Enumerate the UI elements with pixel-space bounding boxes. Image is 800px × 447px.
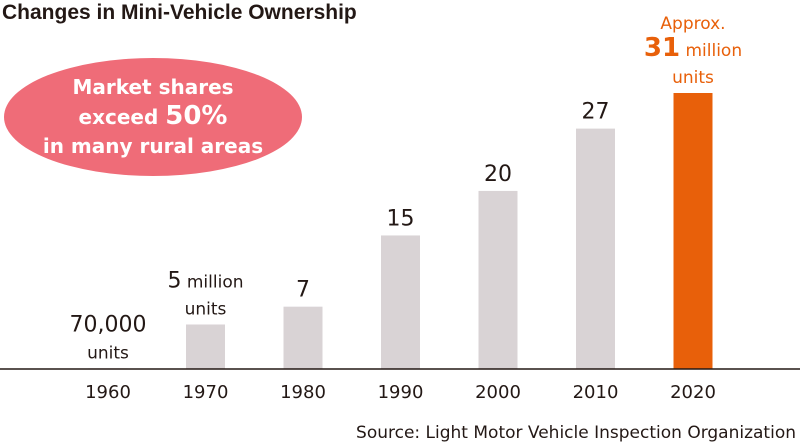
market-share-callout: Market shares exceed 50% in many rural a…	[4, 58, 302, 176]
data-label-1980-line-1: 7	[296, 278, 310, 303]
callout-line-2: exceed 50%	[79, 102, 228, 132]
data-label-1960-line-2: units	[87, 343, 129, 363]
bar-1970	[186, 324, 225, 369]
source-note: Source: Light Motor Vehicle Inspection O…	[356, 423, 796, 443]
callout-percent: 50%	[165, 101, 228, 131]
chart-title: Changes in Mini-Vehicle Ownership	[2, 1, 357, 24]
bar-2010	[576, 128, 615, 369]
data-label-1960-line-1: 70,000	[70, 312, 147, 337]
x-tick-2020: 2020	[670, 382, 716, 403]
data-label-2000-line-1: 20	[484, 162, 512, 187]
x-tick-1960: 1960	[85, 382, 131, 403]
bar-2020	[673, 93, 713, 369]
data-label-2020-line-1: Approx.	[660, 14, 725, 34]
x-tick-2010: 2010	[573, 382, 619, 403]
callout-line-2-prefix: exceed	[78, 105, 166, 129]
x-tick-2000: 2000	[475, 382, 521, 403]
data-label-1970-line-1: 5 million	[167, 268, 243, 293]
x-tick-1990: 1990	[378, 382, 424, 403]
callout-line-1: Market shares	[72, 75, 234, 99]
bar-2000	[478, 190, 518, 369]
data-label-1970-line-2: units	[185, 299, 227, 319]
data-label-2020-line-3: units	[672, 68, 714, 88]
x-tick-1970: 1970	[183, 382, 229, 403]
data-label-1990-line-1: 15	[387, 206, 415, 231]
x-tick-1980: 1980	[280, 382, 326, 403]
bar-1990	[381, 235, 420, 369]
bar-1980	[283, 306, 323, 369]
data-label-2010-line-1: 27	[582, 100, 610, 125]
data-label-2020-line-2: 31 million	[644, 33, 742, 63]
callout-line-3: in many rural areas	[42, 134, 264, 158]
